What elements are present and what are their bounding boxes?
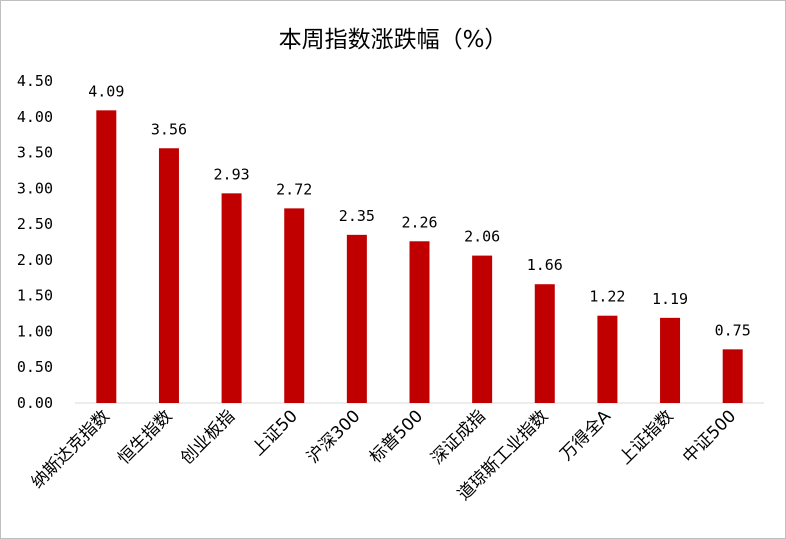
bar <box>346 234 367 403</box>
bar <box>534 284 555 403</box>
bar <box>96 110 117 404</box>
y-tick-label: 3.00 <box>17 179 53 197</box>
x-tick-label: 创业板指 <box>177 406 239 468</box>
bar <box>597 315 618 403</box>
x-tick-label: 标普500 <box>366 406 427 467</box>
data-label: 4.09 <box>88 82 124 100</box>
data-label: 2.06 <box>464 228 500 246</box>
data-label: 1.19 <box>652 290 688 308</box>
y-tick-label: 3.50 <box>17 144 53 162</box>
y-tick-label: 0.00 <box>17 394 53 412</box>
y-tick-label: 1.50 <box>17 287 53 305</box>
y-tick-label: 4.00 <box>17 108 53 126</box>
y-tick-label: 0.50 <box>17 358 53 376</box>
data-label: 1.66 <box>527 256 563 274</box>
bar <box>221 193 242 403</box>
data-label: 2.26 <box>401 213 437 231</box>
data-label: 3.56 <box>151 120 187 138</box>
y-tick-label: 4.50 <box>17 72 53 90</box>
x-tick-label: 上证指数 <box>615 406 677 468</box>
x-tick-label: 中证500 <box>679 406 740 467</box>
x-tick-label: 万得全A <box>557 406 616 465</box>
x-tick-label: 上证50 <box>248 406 301 459</box>
x-tick-label: 沪深300 <box>303 406 364 467</box>
y-tick-label: 1.00 <box>17 322 53 340</box>
y-tick-label: 2.00 <box>17 251 53 269</box>
y-tick-label: 2.50 <box>17 215 53 233</box>
data-label: 2.72 <box>276 180 312 198</box>
chart-title: 本周指数涨跌幅（%） <box>278 27 508 53</box>
bar <box>660 317 681 403</box>
bar <box>722 349 743 403</box>
bar <box>284 208 305 403</box>
data-label: 2.93 <box>214 165 250 183</box>
bar <box>158 148 179 403</box>
bar <box>409 241 430 403</box>
data-label: 1.22 <box>589 288 625 306</box>
data-label: 2.35 <box>339 207 375 225</box>
x-tick-label: 深证成指 <box>427 406 489 468</box>
x-tick-label: 恒生指数 <box>114 406 176 468</box>
data-label: 0.75 <box>715 321 751 339</box>
bar <box>472 255 493 403</box>
x-tick-label: 纳斯达克指数 <box>28 406 114 492</box>
